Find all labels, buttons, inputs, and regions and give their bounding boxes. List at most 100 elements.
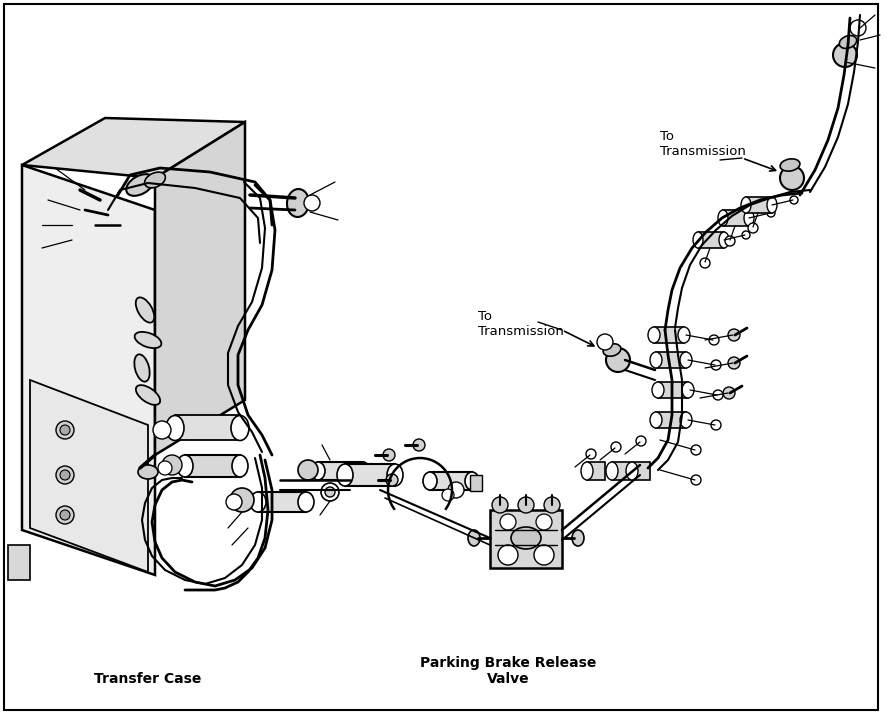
Ellipse shape <box>680 412 692 428</box>
Circle shape <box>56 506 74 524</box>
Polygon shape <box>22 118 245 178</box>
Bar <box>656 412 686 428</box>
Circle shape <box>386 474 398 486</box>
Circle shape <box>153 421 171 439</box>
Circle shape <box>325 487 335 497</box>
Ellipse shape <box>136 297 154 322</box>
Polygon shape <box>22 165 155 575</box>
Ellipse shape <box>680 352 692 368</box>
Text: Parking Brake Release
Valve: Parking Brake Release Valve <box>420 656 596 686</box>
Bar <box>723 210 749 226</box>
Ellipse shape <box>678 327 690 343</box>
Circle shape <box>60 470 70 480</box>
Circle shape <box>711 420 721 430</box>
Circle shape <box>492 497 508 513</box>
Bar <box>656 352 686 368</box>
Circle shape <box>606 348 630 372</box>
Ellipse shape <box>465 472 479 490</box>
Circle shape <box>709 335 719 345</box>
Text: To
Transmission: To Transmission <box>478 310 563 338</box>
Circle shape <box>723 387 735 399</box>
Ellipse shape <box>718 210 728 226</box>
Circle shape <box>725 236 735 246</box>
Ellipse shape <box>311 462 325 480</box>
Ellipse shape <box>126 174 154 196</box>
Circle shape <box>56 466 74 484</box>
Ellipse shape <box>682 382 694 398</box>
Bar <box>746 197 772 213</box>
Circle shape <box>498 545 518 565</box>
Ellipse shape <box>232 455 248 477</box>
Ellipse shape <box>652 382 664 398</box>
Ellipse shape <box>744 210 754 226</box>
Bar <box>258 492 306 512</box>
Ellipse shape <box>767 197 777 213</box>
Circle shape <box>56 421 74 439</box>
Circle shape <box>298 460 318 480</box>
Circle shape <box>442 489 454 501</box>
Circle shape <box>321 483 339 501</box>
Text: Transfer Case: Transfer Case <box>94 672 202 686</box>
Ellipse shape <box>231 416 249 441</box>
Circle shape <box>742 231 750 239</box>
Circle shape <box>500 514 516 530</box>
Ellipse shape <box>387 464 403 486</box>
Ellipse shape <box>650 352 662 368</box>
Circle shape <box>691 475 701 485</box>
Circle shape <box>850 20 866 36</box>
Circle shape <box>162 455 182 475</box>
Circle shape <box>728 329 740 341</box>
Circle shape <box>534 545 554 565</box>
Ellipse shape <box>138 465 158 479</box>
Bar <box>175 415 240 440</box>
Ellipse shape <box>298 492 314 512</box>
Circle shape <box>383 449 395 461</box>
Ellipse shape <box>287 189 309 217</box>
Ellipse shape <box>144 172 166 188</box>
Circle shape <box>597 334 613 350</box>
Ellipse shape <box>468 530 480 546</box>
Bar <box>345 464 395 486</box>
Circle shape <box>713 390 723 400</box>
Circle shape <box>536 514 552 530</box>
Circle shape <box>748 223 758 233</box>
Ellipse shape <box>572 530 584 546</box>
Circle shape <box>780 166 804 190</box>
Bar <box>185 455 240 477</box>
Circle shape <box>544 497 560 513</box>
Circle shape <box>833 43 857 67</box>
Circle shape <box>767 209 775 217</box>
Ellipse shape <box>626 462 638 480</box>
Ellipse shape <box>166 416 184 441</box>
Text: To
Transmission: To Transmission <box>660 130 746 158</box>
Circle shape <box>728 357 740 369</box>
Ellipse shape <box>250 492 266 512</box>
Ellipse shape <box>719 232 729 248</box>
Bar <box>632 462 650 480</box>
Polygon shape <box>155 122 245 455</box>
Bar <box>318 462 363 480</box>
Bar <box>587 462 605 480</box>
Ellipse shape <box>135 355 150 382</box>
Bar <box>8 545 30 580</box>
Bar <box>658 382 688 398</box>
Ellipse shape <box>693 232 703 248</box>
Ellipse shape <box>177 455 193 477</box>
Circle shape <box>226 494 242 510</box>
Bar <box>470 475 482 491</box>
Ellipse shape <box>136 385 160 405</box>
Circle shape <box>586 449 596 459</box>
Ellipse shape <box>780 159 800 171</box>
Circle shape <box>790 196 798 204</box>
Bar <box>490 510 562 568</box>
Circle shape <box>304 195 320 211</box>
Ellipse shape <box>337 464 353 486</box>
Polygon shape <box>30 380 148 572</box>
Circle shape <box>448 482 464 498</box>
Circle shape <box>518 497 534 513</box>
Ellipse shape <box>581 462 593 480</box>
Bar <box>612 462 630 480</box>
Circle shape <box>60 425 70 435</box>
Ellipse shape <box>423 472 437 490</box>
Circle shape <box>636 436 646 446</box>
